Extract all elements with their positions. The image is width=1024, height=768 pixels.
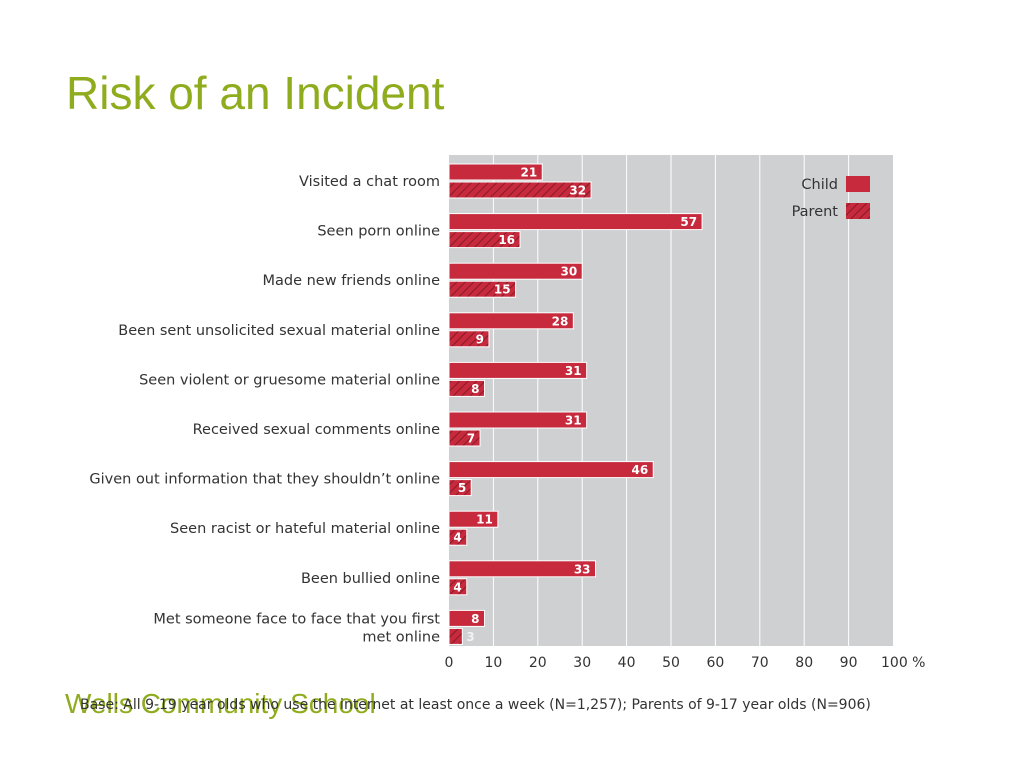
x-tick-label: 0 <box>445 655 454 671</box>
data-label-parent: 7 <box>467 432 475 446</box>
data-label-child: 57 <box>680 215 697 229</box>
data-label-child: 8 <box>471 612 479 626</box>
bar-parent <box>448 231 521 249</box>
bar-child <box>448 163 543 181</box>
bar-parent <box>448 578 468 596</box>
data-label-child: 46 <box>632 463 649 477</box>
data-label-parent: 5 <box>458 481 466 495</box>
category-label: Received sexual comments online <box>193 422 440 438</box>
base-note: Base: All 9-19 year olds who use the int… <box>80 697 871 713</box>
data-label-child: 11 <box>476 513 493 527</box>
bar-child <box>448 213 703 231</box>
x-tick-label: 70 <box>751 655 769 671</box>
footer-school-name: Wells Community School <box>65 688 376 719</box>
slide-title: Risk of an Incident <box>66 67 445 119</box>
category-label: Given out information that they shouldn’… <box>89 472 440 488</box>
bar-parent <box>448 280 517 298</box>
bar-child <box>448 262 583 280</box>
bar-child <box>448 510 499 528</box>
data-label-child: 28 <box>552 314 569 328</box>
bar-parent <box>448 479 472 497</box>
x-tick-label: 60 <box>706 655 724 671</box>
x-tick-label: 90 <box>840 655 858 671</box>
bar-child <box>448 461 654 479</box>
category-label: Made new friends online <box>262 273 440 289</box>
bar-child <box>448 411 588 429</box>
legend-label-parent: Parent <box>792 204 839 220</box>
data-label-child: 33 <box>574 562 591 576</box>
category-label: Seen racist or hateful material online <box>170 521 440 537</box>
data-label-parent: 8 <box>471 382 479 396</box>
category-label: Seen porn online <box>317 224 440 240</box>
bar-parent <box>448 181 592 199</box>
x-tick-label: 50 <box>662 655 680 671</box>
data-label-parent: 15 <box>494 283 511 297</box>
data-label-child: 30 <box>560 265 577 279</box>
legend-label-child: Child <box>801 177 838 193</box>
bar-child <box>448 312 574 330</box>
category-label: met online <box>362 629 440 645</box>
data-label-parent: 4 <box>453 531 461 545</box>
category-label: Visited a chat room <box>299 174 440 190</box>
data-label-parent: 9 <box>476 332 484 346</box>
data-label-parent: 3 <box>466 630 474 644</box>
bar-parent <box>448 627 463 645</box>
data-label-parent: 16 <box>498 233 515 247</box>
bar-parent <box>448 429 481 447</box>
x-tick-label: 40 <box>618 655 636 671</box>
category-label: Been bullied online <box>301 571 440 587</box>
bar-parent <box>448 379 486 397</box>
data-label-child: 21 <box>521 166 538 180</box>
bar-child <box>448 609 486 627</box>
category-label: Met someone face to face that you first <box>153 611 440 627</box>
bar-child <box>448 560 597 578</box>
x-tick-label: 80 <box>795 655 813 671</box>
category-label: Seen violent or gruesome material online <box>139 372 440 388</box>
legend-swatch-parent <box>846 203 870 219</box>
x-tick-label: 10 <box>484 655 502 671</box>
category-label: Been sent unsolicited sexual material on… <box>118 323 440 339</box>
data-label-parent: 32 <box>569 184 586 198</box>
data-label-child: 31 <box>565 364 582 378</box>
data-label-child: 31 <box>565 414 582 428</box>
x-tick-label: 20 <box>529 655 547 671</box>
bar-parent <box>448 330 490 348</box>
x-tick-label: 30 <box>573 655 591 671</box>
data-label-parent: 4 <box>453 580 461 594</box>
x-tick-label: 100 % <box>881 655 925 671</box>
legend-swatch-child <box>846 176 870 192</box>
bar-child <box>448 361 588 379</box>
bar-parent <box>448 528 468 546</box>
